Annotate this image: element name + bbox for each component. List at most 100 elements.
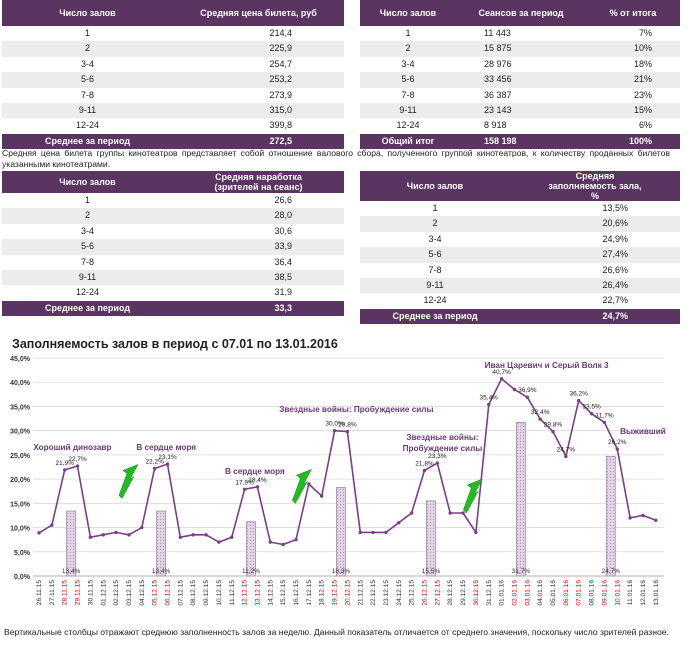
cell: 33 456	[456, 72, 586, 88]
point-label: 22,2%	[145, 458, 164, 465]
cell: 3-4	[2, 223, 173, 240]
cell: Среднее за период	[360, 308, 510, 325]
table-row: 5-6 27,4%	[360, 247, 680, 263]
cell: 31,9	[173, 285, 344, 301]
data-point	[384, 530, 388, 535]
cell: 26,6	[173, 193, 344, 209]
point-label: 17,9%	[235, 479, 254, 486]
sessions-header-pct: % от итога	[586, 0, 680, 26]
cell: 7-8	[2, 87, 173, 104]
point-label: 24,7%	[557, 446, 576, 453]
bar-label: 15,5%	[422, 568, 441, 575]
x-tick-label: 08.12.15	[190, 580, 197, 606]
cell: 9-11	[2, 103, 173, 119]
x-tick-label: 12.12.15	[242, 580, 249, 606]
table-row: 1 26,6	[2, 193, 344, 209]
bar-label: 13,4%	[152, 568, 171, 575]
x-tick-label: 06.01.16	[563, 580, 570, 606]
data-point	[37, 531, 41, 535]
y-tick-label: 15,0%	[10, 501, 31, 508]
x-tick-label: 26.12.15	[422, 580, 429, 606]
cell: 5-6	[2, 72, 173, 88]
data-point	[551, 429, 555, 434]
cell: 5-6	[2, 239, 173, 255]
table-row: 3-4 28 976 18%	[360, 56, 680, 73]
table-row: 9-11 315,0	[2, 103, 344, 119]
x-tick-label: 19.12.15	[332, 580, 339, 606]
cell: 315,0	[173, 103, 344, 119]
x-tick-label: 15.12.15	[280, 580, 287, 606]
table-total-row: Среднее за период 272,5	[2, 133, 344, 150]
data-point	[255, 485, 260, 489]
point-label: 18,4%	[248, 477, 267, 484]
cell: 6%	[586, 118, 680, 134]
data-point	[114, 530, 118, 535]
bar-label: 13,4%	[62, 568, 81, 575]
cell: 7-8	[360, 87, 456, 104]
table-row: 1 11 443 7%	[360, 26, 680, 42]
data-point	[641, 513, 645, 518]
cell: 272,5	[173, 133, 344, 150]
bar-label: 18,3%	[332, 568, 351, 575]
data-point	[88, 535, 93, 539]
cell: 9-11	[360, 278, 510, 294]
table-row: 2 15 875 10%	[360, 41, 680, 57]
point-label: 29,8%	[338, 422, 357, 429]
point-label: 36,9%	[518, 387, 537, 394]
table-row: 9-11 26,4%	[360, 278, 680, 294]
data-point	[448, 511, 452, 515]
point-label: 22,7%	[68, 456, 87, 463]
x-tick-label: 07.01.16	[576, 580, 583, 606]
x-tick-label: 03.12.15	[126, 580, 133, 606]
weekly-bar	[66, 510, 77, 577]
cell: 214,4	[173, 26, 344, 42]
y-tick-label: 40,0%	[10, 380, 31, 387]
y-tick-label: 45,0%	[10, 356, 31, 363]
data-point	[242, 487, 247, 491]
cell: Среднее за период	[2, 133, 173, 150]
cell: 36 387	[456, 87, 586, 104]
x-tick-label: 17.12.15	[306, 580, 313, 606]
point-label: 40,7%	[492, 369, 511, 376]
cell: 253,2	[173, 72, 344, 88]
x-tick-label: 30.12.15	[473, 580, 480, 606]
cell: 399,8	[173, 118, 344, 134]
price-header-halls: Число залов	[2, 0, 173, 26]
x-tick-label: 14.12.15	[267, 580, 274, 606]
cell: 23%	[586, 87, 680, 104]
cell: 15 875	[456, 41, 586, 57]
table-row: 7-8 26,6%	[360, 262, 680, 279]
table-row: 2 20,6%	[360, 216, 680, 232]
x-tick-label: 30.11.15	[87, 580, 94, 606]
data-point	[654, 518, 658, 522]
data-point	[345, 429, 350, 434]
table-row: 7-8 273,9	[2, 87, 344, 104]
cell: 3-4	[360, 56, 456, 73]
x-tick-label: 24.12.15	[396, 580, 403, 606]
table-row: 12-24 399,8	[2, 118, 344, 134]
y-tick-label: 20,0%	[10, 477, 31, 484]
table-row: 2 225,9	[2, 41, 344, 57]
table-row: 12-24 22,7%	[360, 293, 680, 309]
x-tick-label: 10.12.15	[216, 580, 223, 606]
data-point	[371, 530, 375, 535]
cell: 273,9	[173, 87, 344, 104]
x-tick-label: 02.12.15	[113, 580, 120, 606]
data-point	[307, 482, 311, 486]
cell: Общий итог	[360, 133, 456, 150]
table-row: 7-8 36 387 23%	[360, 87, 680, 104]
table-row: 5-6 253,2	[2, 72, 344, 88]
table-total-row: Среднее за период 33,3	[2, 300, 344, 317]
table-total-row: Общий итог 158 198 100%	[360, 133, 680, 150]
data-point	[230, 535, 234, 539]
cell: 5-6	[360, 247, 510, 263]
x-tick-label: 05.01.16	[550, 580, 557, 606]
film-annotation: В сердце моря	[136, 443, 196, 452]
data-point	[602, 420, 607, 425]
cell: 26,4%	[510, 278, 680, 294]
point-label: 26,2%	[608, 439, 627, 446]
cell: 15%	[586, 103, 680, 119]
data-point	[101, 533, 105, 537]
cell: 28 976	[456, 56, 586, 73]
price-table: Число залов Средняя цена билета, руб 1 21…	[2, 0, 344, 150]
